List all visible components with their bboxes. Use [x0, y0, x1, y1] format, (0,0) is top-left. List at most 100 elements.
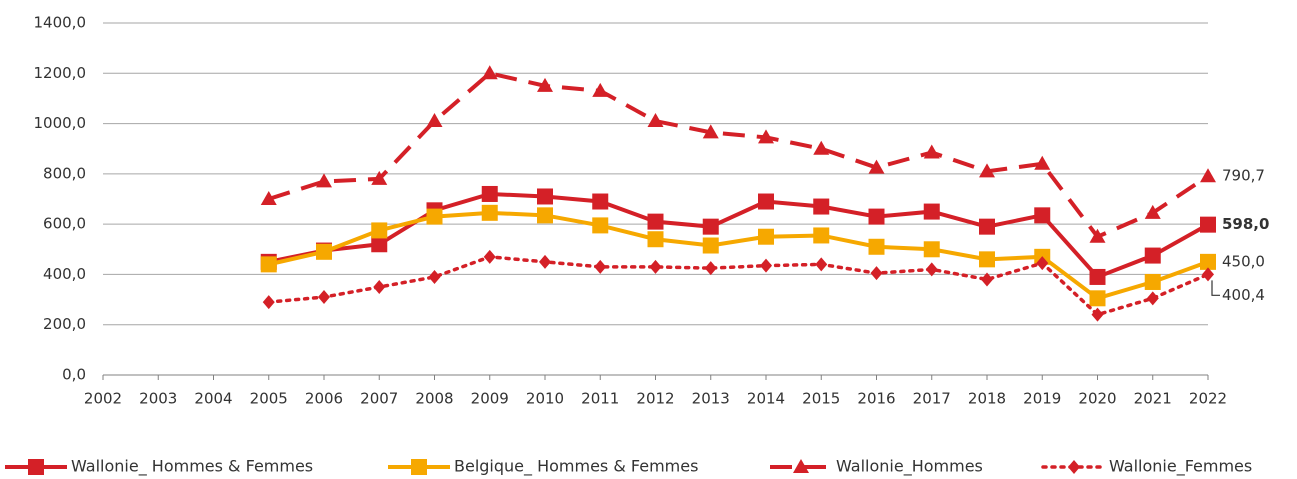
legend-item: Wallonie_Hommes — [770, 457, 983, 477]
marker — [260, 256, 277, 273]
marker — [371, 236, 388, 253]
data-label: 400,4 — [1222, 286, 1265, 304]
leader-line — [1211, 280, 1220, 296]
marker — [1200, 253, 1216, 270]
marker — [592, 217, 609, 234]
marker — [28, 459, 44, 475]
marker — [1034, 207, 1051, 224]
x-tick-label: 2012 — [636, 390, 674, 408]
marker — [925, 262, 938, 277]
marker — [426, 208, 443, 225]
marker — [647, 231, 664, 248]
marker — [760, 258, 772, 273]
marker — [483, 249, 496, 264]
marker — [539, 254, 551, 269]
x-tick-label: 2014 — [747, 390, 785, 408]
legend-label: Wallonie_Hommes — [836, 457, 983, 477]
x-tick-label: 2017 — [913, 390, 951, 408]
marker — [316, 173, 332, 188]
marker — [923, 203, 940, 220]
x-tick-label: 2016 — [857, 390, 895, 408]
marker — [647, 213, 664, 230]
y-tick-label: 1000,0 — [34, 114, 87, 132]
y-tick-label: 1200,0 — [34, 64, 87, 82]
x-tick-label: 2015 — [802, 390, 840, 408]
series-line — [267, 255, 1210, 317]
x-tick-label: 2013 — [692, 390, 730, 408]
marker — [868, 238, 885, 255]
marker — [1036, 256, 1049, 271]
marker — [815, 257, 828, 272]
data-label: 450,0 — [1222, 252, 1265, 270]
marker — [1200, 216, 1216, 233]
marker — [1068, 460, 1080, 474]
x-tick-label: 2018 — [968, 390, 1006, 408]
series-line — [268, 191, 1209, 280]
marker — [1089, 228, 1106, 243]
legend-label: Wallonie_ Hommes & Femmes — [71, 457, 313, 477]
marker — [318, 290, 330, 305]
data-label: 790,7 — [1222, 167, 1265, 185]
marker — [537, 77, 553, 92]
marker — [979, 163, 995, 178]
marker — [813, 227, 830, 244]
marker — [316, 243, 332, 260]
marker — [704, 261, 717, 276]
x-tick-label: 2002 — [84, 390, 122, 408]
y-tick-label: 400,0 — [43, 265, 86, 283]
marker — [923, 241, 940, 258]
x-tick-label: 2006 — [305, 390, 343, 408]
marker — [481, 185, 498, 202]
marker — [537, 207, 553, 224]
x-tick-label: 2019 — [1023, 390, 1061, 408]
marker — [1144, 273, 1161, 290]
x-tick-label: 2008 — [415, 390, 453, 408]
series-line — [268, 71, 1210, 240]
marker — [260, 191, 277, 205]
marker — [981, 272, 993, 287]
marker — [649, 259, 662, 274]
y-tick-label: 800,0 — [43, 164, 86, 182]
marker — [411, 459, 427, 475]
marker — [1144, 247, 1161, 264]
marker — [592, 82, 609, 97]
x-tick-label: 2005 — [250, 390, 288, 408]
x-tick-label: 2021 — [1134, 390, 1172, 408]
marker — [371, 222, 388, 239]
series-line — [268, 210, 1209, 301]
marker — [594, 259, 607, 274]
marker — [979, 218, 995, 235]
marker — [923, 144, 940, 159]
x-tick-label: 2009 — [471, 390, 509, 408]
marker — [702, 218, 719, 235]
marker — [481, 204, 498, 221]
legend-label: Wallonie_Femmes — [1109, 457, 1252, 477]
legend-item: Wallonie_ Hommes & Femmes — [5, 457, 313, 477]
marker — [979, 251, 995, 268]
x-tick-label: 2004 — [194, 390, 232, 408]
marker — [1089, 268, 1106, 285]
marker — [1146, 291, 1159, 306]
marker — [813, 198, 830, 215]
marker — [702, 237, 719, 254]
marker — [428, 269, 441, 284]
marker — [371, 170, 388, 185]
x-tick-label: 2003 — [139, 390, 177, 408]
marker — [1202, 267, 1214, 282]
y-tick-label: 1400,0 — [34, 14, 87, 32]
marker — [758, 129, 774, 144]
y-tick-label: 600,0 — [43, 215, 86, 233]
marker — [868, 159, 885, 174]
marker — [373, 280, 386, 294]
marker — [758, 193, 774, 210]
y-tick-label: 0,0 — [62, 366, 86, 384]
marker — [1200, 168, 1216, 183]
marker — [647, 113, 664, 128]
x-tick-label: 2010 — [526, 390, 564, 408]
marker — [793, 459, 809, 473]
marker — [592, 193, 609, 210]
marker — [537, 188, 553, 205]
marker — [758, 228, 774, 245]
marker — [813, 140, 830, 155]
